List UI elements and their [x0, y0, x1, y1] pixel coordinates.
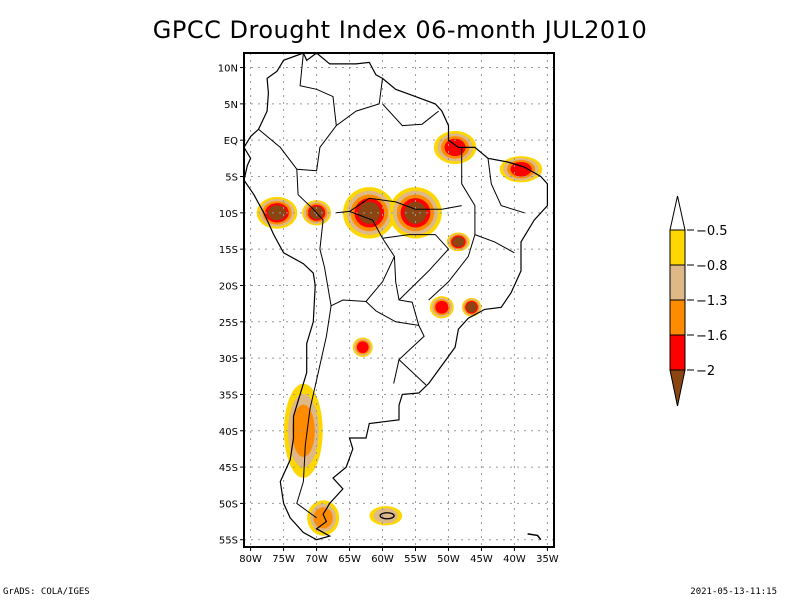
country-border [258, 128, 298, 170]
drought-class-3 [356, 341, 369, 354]
lat-tick-label: 10S [219, 209, 238, 220]
colorbar-label: −1.6 [696, 329, 728, 344]
drought-region-sao-paulo-spot [461, 297, 482, 317]
chart-title: GPCC Drought Index 06-month JUL2010 [152, 16, 648, 44]
drought-class-3 [444, 138, 466, 157]
lon-tick-label: 80W [239, 554, 262, 565]
plot-frame [243, 52, 555, 548]
lat-tick-label: 15S [219, 245, 238, 256]
drought-region-falklands [369, 506, 403, 526]
country-border [382, 234, 450, 301]
lon-tick-label: 50W [437, 554, 460, 565]
country-border [474, 234, 515, 254]
drought-region-para-mato-grosso-core [389, 187, 442, 239]
drought-class-4 [452, 236, 465, 248]
drought-fill-layer [256, 130, 543, 536]
country-border [365, 301, 419, 326]
lat-tick-label: 45S [219, 463, 238, 474]
country-border [296, 78, 383, 172]
lon-tick-label: 60W [371, 554, 394, 565]
lat-tick-label: 35S [219, 390, 238, 401]
colorbar-label: −2 [696, 364, 715, 379]
lat-tick-label: 10N [218, 64, 238, 75]
footer-timestamp: 2021-05-13-11:15 [690, 587, 777, 597]
drought-class-3 [510, 161, 532, 177]
drought-region-parana-spot [429, 296, 454, 319]
drought-class-1 [373, 508, 398, 524]
country-border [349, 197, 462, 212]
colorbar-segment [669, 334, 686, 371]
lat-tick-label: EQ [224, 136, 238, 147]
drought-class-2 [313, 507, 333, 529]
country-border [487, 158, 525, 214]
colorbar-segment [669, 299, 686, 336]
lon-tick-label: 75W [272, 554, 295, 565]
country-border [382, 103, 439, 127]
drought-class-2 [291, 404, 315, 457]
lon-tick-label: 65W [338, 554, 361, 565]
drought-region-peru-core [256, 196, 298, 229]
drought-region-maranhao-coast [433, 130, 477, 165]
lat-tick-label: 5S [225, 173, 238, 184]
drought-class-4 [268, 205, 286, 221]
drought-class-4 [404, 201, 427, 224]
colorbar-label: −0.8 [696, 259, 728, 274]
country-border [299, 53, 337, 126]
colorbar: −0.5 −0.8 −1.3 −1.6 −2 [669, 195, 728, 407]
lon-tick-label: 35W [536, 554, 559, 565]
lat-tick-label: 20S [219, 281, 238, 292]
drought-region-goias-spot [446, 232, 470, 252]
coastline-borders [244, 53, 548, 541]
lon-tick-label: 45W [470, 554, 493, 565]
colorbar-label: −1.3 [696, 294, 728, 309]
drought-region-argentina-north-spot [352, 337, 373, 357]
lat-tick-label: 50S [219, 499, 238, 510]
colorbar-segment [669, 229, 686, 266]
south-america-coastline [244, 53, 548, 541]
colorbar-bottom-arrow [669, 369, 686, 407]
country-border [296, 305, 332, 519]
country-border [336, 210, 427, 386]
footer-software-credit: GrADS: COLA/IGES [3, 587, 90, 597]
lat-tick-label: 30S [219, 354, 238, 365]
lat-tick-label: 40S [219, 427, 238, 438]
colorbar-segment [669, 264, 686, 301]
lon-tick-label: 55W [404, 554, 427, 565]
drought-region-patagonia-south [307, 500, 340, 536]
country-border [319, 220, 395, 307]
drought-region-ceara-coast [499, 156, 543, 183]
drought-class-3 [435, 300, 449, 314]
lat-tick-label: 55S [219, 536, 238, 547]
country-border [296, 169, 324, 221]
colorbar-label: −0.5 [696, 224, 728, 239]
south-georgia-island [527, 533, 542, 541]
country-border [393, 359, 400, 384]
lon-tick-label: 70W [305, 554, 328, 565]
drought-class-4 [358, 201, 381, 224]
lon-tick-label: 40W [503, 554, 526, 565]
lat-tick-label: 25S [219, 318, 238, 329]
lat-tick-label: 5N [224, 100, 238, 111]
colorbar-top-arrow [669, 195, 686, 231]
axes: 10N 5N EQ 5S 10S 15S 20S 25S 30S 35S 40S 45S 50S 55S8… [218, 64, 559, 565]
drought-class-4 [466, 302, 477, 313]
falkland-islands [379, 512, 395, 520]
